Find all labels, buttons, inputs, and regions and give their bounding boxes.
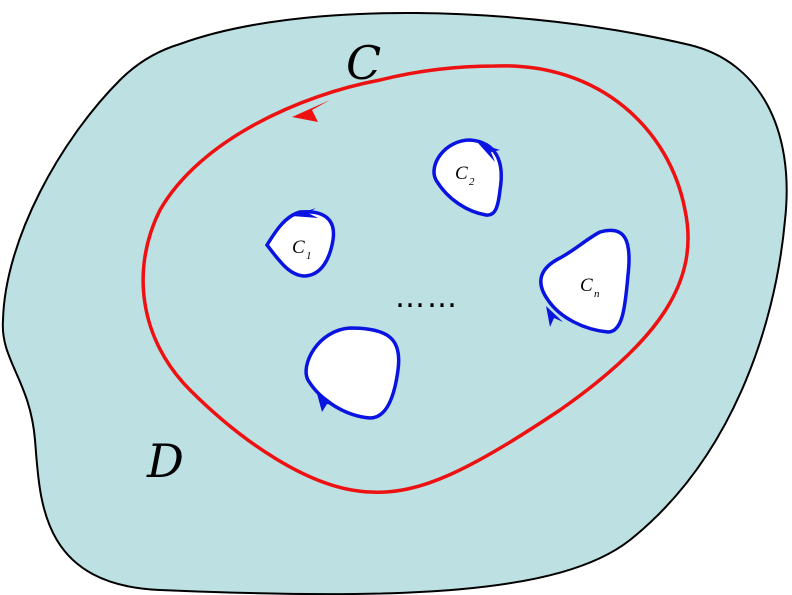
- contour-1-label: C: [292, 237, 305, 258]
- outer-contour-label: C: [346, 36, 381, 90]
- inner-contour-c1: [264, 210, 336, 278]
- inner-contour-unlabeled-arrow-icon: [316, 390, 337, 412]
- region-label: D: [146, 434, 184, 488]
- inner-contour-c2-arrow-icon: [478, 143, 500, 162]
- inner-contour-c1-arrow-icon: [292, 208, 318, 218]
- outer-contour-arrow-icon: [292, 100, 330, 122]
- inner-contour-cn-arrow-icon: [546, 306, 563, 327]
- outer-contour-c: [141, 64, 690, 494]
- contour-2-subscript: 2: [469, 176, 475, 188]
- inner-contour-unlabeled: [304, 326, 401, 420]
- inner-contour-cn: [539, 228, 631, 334]
- ellipsis: ……: [395, 280, 459, 315]
- inner-contour-c2: [432, 138, 503, 217]
- region-d: [1, 11, 788, 595]
- contour-n-label: C: [580, 275, 593, 296]
- contour-1-subscript: 1: [306, 250, 312, 262]
- contour-n-subscript: n: [594, 288, 600, 300]
- contour-2-label: C: [455, 163, 468, 184]
